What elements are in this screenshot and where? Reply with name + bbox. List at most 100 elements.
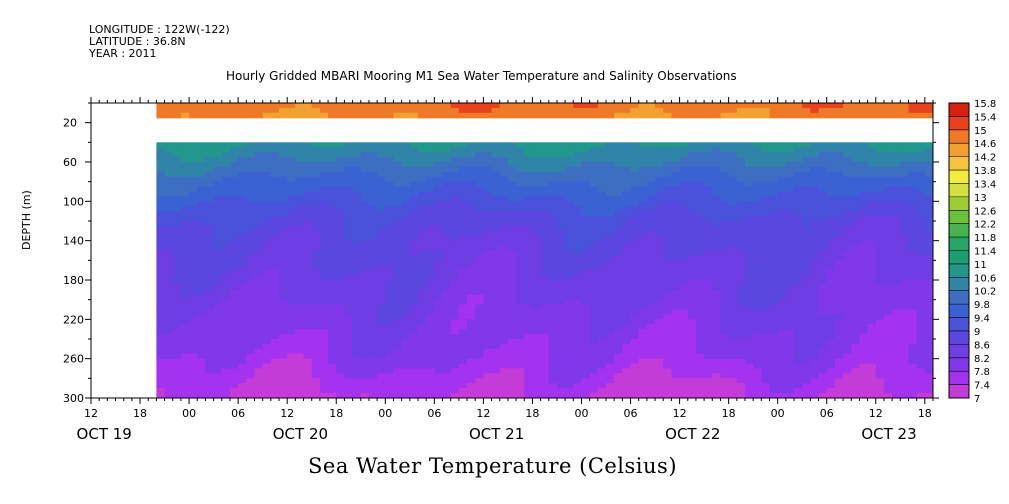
heat-cell [834,152,844,158]
heat-cell [548,275,558,281]
heat-cell [360,334,370,340]
heat-cell [597,107,607,114]
heat-cell [156,216,166,222]
heat-cell [164,250,174,257]
heat-cell [540,270,550,276]
heat-cell [646,324,656,330]
heat-cell [401,294,411,301]
heat-cell [565,324,574,330]
heat-cell [834,235,844,242]
heat-cell [834,216,844,222]
heat-cell [311,284,321,291]
heat-cell [679,206,689,212]
heat-cell [867,393,877,398]
heat-cell [229,107,239,114]
heat-cell [679,201,689,207]
heat-cell [614,363,623,370]
heat-cell [785,373,795,379]
heat-cell [319,201,329,207]
heat-cell [221,230,231,237]
heat-cell [401,388,411,394]
heat-cell [769,339,779,345]
heat-cell [507,230,517,237]
heat-cell [736,378,746,384]
heat-cell [892,358,901,365]
heat-cell [213,329,223,335]
heat-cell [614,309,623,316]
heat-cell [344,162,354,168]
heat-cell [614,373,623,379]
heat-cell [581,270,591,276]
heat-cell [279,314,288,320]
heat-cell [655,265,664,271]
heat-cell [867,319,877,325]
heat-cell [630,393,640,398]
heat-cell [875,373,885,379]
heat-cell [818,275,828,281]
heat-cell [769,240,779,247]
heat-cell [524,373,534,379]
heat-cell [221,216,231,222]
heat-cell [197,353,207,360]
heat-cell [875,378,885,384]
heat-cell [548,343,558,350]
heat-cell [761,240,771,247]
heat-cell [213,216,223,222]
heat-cell [540,181,550,188]
heat-cell [671,157,681,163]
heat-cell [246,221,256,227]
heat-cell [164,299,174,306]
heat-cell [826,162,836,168]
heat-cell [843,176,852,183]
heat-cell [417,171,427,178]
heat-cell [524,107,534,114]
heat-cell [377,186,386,193]
heat-cell [630,324,640,330]
heat-cell [221,368,231,375]
heat-cell [565,157,574,163]
heat-cell [475,319,484,325]
heat-cell [851,260,861,266]
heat-cell [851,147,861,153]
heat-cell [180,201,190,207]
heat-cell [417,358,427,365]
heat-cell [164,157,174,163]
heat-cell [328,211,337,217]
heat-cell [238,334,247,340]
heat-cell [295,107,305,114]
heat-cell [589,235,599,242]
heat-cell [744,103,754,109]
heat-cell [287,294,296,301]
heat-cell [867,270,877,276]
heat-cell [671,103,681,109]
heat-cell [753,373,762,379]
heat-cell [810,334,820,340]
heat-cell [336,304,346,311]
heat-cell [606,353,615,360]
heat-cell [295,103,305,109]
heat-cell [197,304,207,311]
heat-cell [589,240,599,247]
heat-cell [164,309,174,316]
heat-cell [875,162,885,168]
heat-cell [843,235,852,242]
heat-cell [655,348,664,355]
heat-cell [532,289,542,296]
heat-cell [254,329,264,335]
heat-cell [581,363,591,370]
heat-cell [769,353,779,360]
heat-cell [548,191,558,198]
heat-cell [368,196,378,202]
heat-cell [638,196,648,202]
heat-cell [695,162,705,168]
heat-cell [221,225,231,232]
heat-cell [695,304,705,311]
heat-cell [270,373,280,379]
heat-cell [540,299,550,306]
heat-cell [189,339,198,345]
heat-cell [851,280,861,286]
heat-cell [303,393,313,398]
heat-cell [728,339,738,345]
heat-cell [818,343,828,350]
heat-cell [810,260,820,266]
